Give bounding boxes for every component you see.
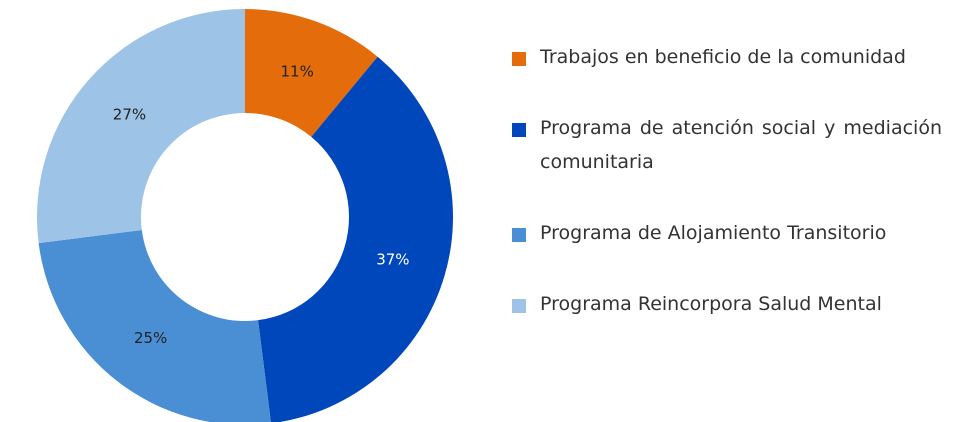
legend-swatch (512, 123, 526, 137)
data-label: 37% (376, 250, 409, 268)
legend-label: Trabajos en beneficio de la comunidad (540, 46, 906, 68)
donut-slice (245, 9, 378, 137)
legend-swatch (512, 52, 526, 66)
legend-item: Programa Reincorpora Salud Mental (512, 287, 942, 321)
legend-label: Programa de atención social y mediación … (540, 117, 942, 173)
donut-slice (36, 9, 245, 244)
legend-swatch (512, 299, 526, 313)
chart: 11% 37% 25% 27% (36, 9, 453, 422)
data-label: 11% (280, 63, 313, 81)
data-label: 25% (134, 329, 167, 347)
donut-slice (38, 230, 271, 422)
legend-item: Trabajos en beneficio de la comunidad (512, 40, 942, 74)
legend-label: Programa de Alojamiento Transitorio (540, 222, 887, 244)
legend-label: Programa Reincorpora Salud Mental (540, 293, 882, 315)
legend-swatch (512, 228, 526, 242)
legend-item: Programa de atención social y mediación … (512, 111, 942, 179)
donut-slice (258, 56, 453, 422)
legend: Trabajos en beneficio de la comunidad Pro… (512, 40, 942, 358)
legend-item: Programa de Alojamiento Transitorio (512, 216, 942, 250)
data-label: 27% (113, 106, 146, 124)
